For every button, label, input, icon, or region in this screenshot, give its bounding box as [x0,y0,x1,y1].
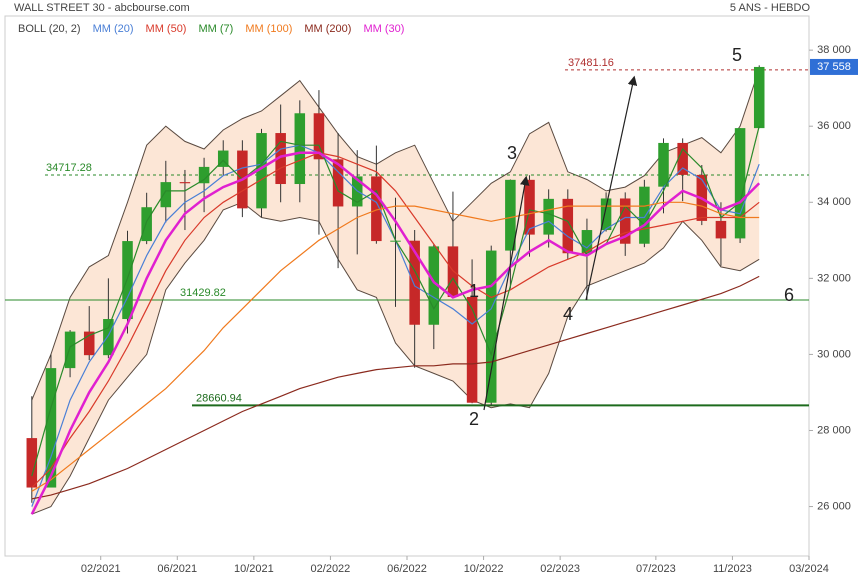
candle-body [715,220,727,239]
level-label: 28660.94 [196,392,242,404]
x-tick-label: 02/2021 [81,563,121,575]
candle-body [45,368,57,488]
x-tick-label: 10/2022 [464,563,504,575]
moving-average [31,201,760,492]
candle-body [734,128,746,239]
legend-entry: MM (30) [363,23,404,35]
candle-body [505,179,516,251]
candle-body [562,198,574,254]
x-tick-label: 03/2024 [789,563,829,575]
y-tick-label: 28 000 [817,424,851,436]
x-tick-label: 06/2022 [387,563,427,575]
y-tick-label: 30 000 [817,348,851,360]
legend-entry: MM (100) [245,23,292,35]
candle-body [543,198,554,235]
level-label: 34717.28 [46,162,92,174]
candle-body [485,250,497,403]
wave-label: 5 [732,45,742,65]
candle-body [447,246,459,297]
x-tick-label: 07/2023 [636,563,676,575]
x-tick-label: 11/2023 [713,563,752,575]
y-tick-label: 26 000 [817,500,851,512]
candle-body [524,179,535,235]
candle-body [64,331,76,369]
y-tick-label: 34 000 [817,196,851,208]
candle-body [600,198,612,231]
arrow [483,175,530,411]
level-label: 31429.82 [180,287,226,299]
last-price-box [810,58,858,75]
candle-body [313,113,325,160]
candle-body [160,182,172,208]
legend-entry: MM (20) [93,23,134,35]
candle-body [141,207,152,242]
x-tick-label: 10/2021 [234,563,274,575]
level-label: 37481.16 [568,57,614,69]
candle-body [619,198,631,244]
legend-entry: MM (200) [304,23,351,35]
candle-body [217,150,229,167]
candle-body [83,331,95,356]
candle-body [677,142,688,175]
legend-entry: MM (50) [146,23,187,35]
candle-body [294,113,306,185]
candle-body [179,182,191,184]
legend-entry: MM (7) [198,23,233,35]
candle-body [409,240,420,325]
candle-body [753,66,765,129]
candle-body [275,133,286,185]
wave-label: 4 [563,304,573,324]
candle-body [198,166,210,184]
x-tick-label: 02/2023 [540,563,580,575]
wave-label: 2 [469,409,479,429]
candle-body [256,133,267,209]
last-price-label: 37 558 [817,61,851,73]
candle-body [103,319,114,356]
chart-subtitle: 5 ANS - HEBDO [730,2,811,14]
legend-entry: BOLL (20, 2) [18,23,81,35]
x-tick-label: 06/2021 [157,563,197,575]
moving-average [31,275,760,500]
candle-body [371,176,382,242]
x-tick-label: 02/2022 [311,563,351,575]
bollinger-upper [31,69,760,401]
candle-body [122,241,133,320]
candle-body [581,230,593,254]
y-tick-label: 32 000 [817,272,851,284]
candle-body [658,142,669,187]
arrow [585,75,638,301]
bollinger-lower [31,201,760,515]
moving-average [31,126,760,477]
wave-label: 6 [784,285,794,305]
moving-average [30,151,761,515]
chart-title: WALL STREET 30 - abcbourse.com [14,2,190,14]
plot: 26 000 28 000 30 000 32 000 34 000 36 000 38 0… [5,44,858,575]
wave-label: 3 [507,143,517,163]
candle-body [639,186,650,244]
candle-body [332,159,344,207]
candle-body [466,296,478,403]
y-tick-label: 36 000 [817,120,851,132]
candle-body [26,438,38,488]
wave-label: 1 [469,281,479,301]
y-tick-label: 38 000 [817,44,851,56]
candle-body [428,246,440,325]
